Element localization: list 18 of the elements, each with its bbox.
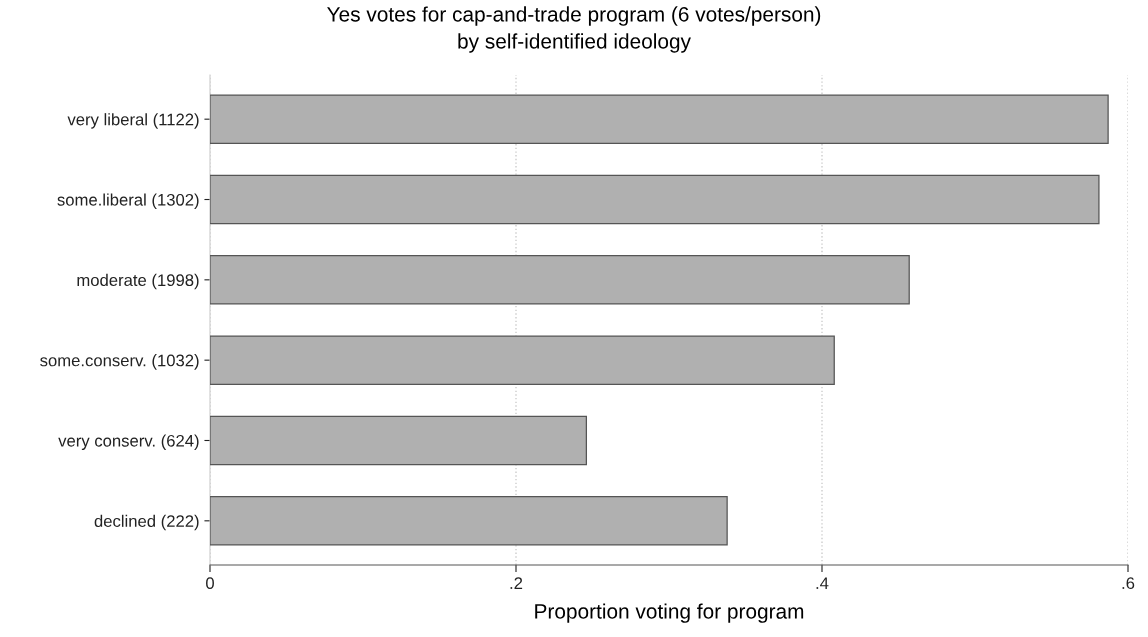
y-tick-label: moderate (1998) (77, 273, 199, 290)
bar (210, 94, 1109, 144)
y-tick-label: very conserv. (624) (58, 434, 199, 450)
bar (210, 335, 835, 385)
x-tick-label: .2 (510, 577, 523, 589)
bar (210, 496, 728, 546)
chart-title: Yes votes for cap-and-trade program (6 votes/person) by self-identified ideology (327, 6, 821, 53)
y-tick-label: declined (222) (94, 514, 199, 531)
x-axis-title: Proportion voting for program (535, 603, 804, 623)
x-tick-label: 0 (206, 577, 214, 590)
y-tick-label: some.liberal (1302) (57, 193, 199, 209)
y-tick-label: some.conserv. (1032) (40, 354, 199, 370)
x-tick-label: .6 (1122, 577, 1135, 590)
bar (210, 415, 588, 466)
y-tick-label: very liberal (1122) (67, 113, 199, 129)
x-tick-label: .4 (816, 577, 829, 589)
bar (210, 255, 910, 305)
bar (210, 174, 1100, 225)
